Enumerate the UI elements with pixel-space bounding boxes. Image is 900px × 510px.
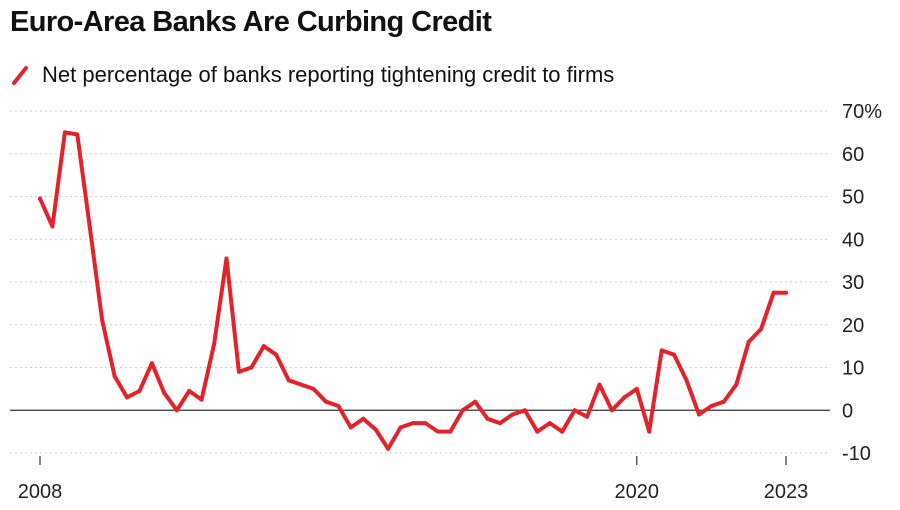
y-tick-label: 50 <box>842 187 864 209</box>
data-point <box>609 408 614 413</box>
y-tick-label: 30 <box>842 272 864 294</box>
data-point <box>373 427 378 432</box>
data-point <box>597 382 602 387</box>
y-tick-label: 40 <box>842 229 864 251</box>
data-point <box>448 429 453 434</box>
legend-label: Net percentage of banks reporting tighte… <box>42 62 615 87</box>
data-point <box>38 196 42 201</box>
data-point <box>659 348 664 353</box>
legend-swatch-icon <box>10 64 32 86</box>
data-point <box>622 395 627 400</box>
data-point <box>149 361 154 366</box>
data-point <box>547 421 552 426</box>
data-point <box>498 421 502 426</box>
data-point <box>311 386 316 391</box>
data-point <box>100 318 105 323</box>
data-point <box>75 132 80 137</box>
data-point <box>174 408 179 413</box>
data-point <box>274 352 279 357</box>
x-tick-label: 2008 <box>18 481 63 503</box>
y-tick-label: -10 <box>842 443 871 465</box>
y-tick-label: 20 <box>842 315 864 337</box>
data-point <box>684 378 689 383</box>
data-point <box>236 369 241 374</box>
data-point <box>759 327 764 331</box>
data-point <box>585 414 590 419</box>
data-point <box>522 408 527 413</box>
data-point <box>721 399 726 404</box>
data-point <box>647 429 652 434</box>
data-point <box>324 399 328 404</box>
y-tick-label: 0 <box>842 400 853 422</box>
data-point <box>510 412 515 417</box>
data-point <box>697 412 701 417</box>
series-line-tightening-credit <box>38 130 788 451</box>
data-point <box>187 389 192 393</box>
data-point <box>771 290 776 295</box>
data-point <box>746 339 751 344</box>
data-point <box>348 425 353 430</box>
data-point <box>224 256 229 261</box>
data-point <box>87 224 92 229</box>
data-point <box>212 342 217 346</box>
data-point <box>734 382 739 387</box>
data-point <box>125 395 129 400</box>
x-tick-label: 2020 <box>615 481 660 503</box>
data-point <box>62 130 67 135</box>
data-point <box>784 290 788 295</box>
y-tick-label: 10 <box>842 358 864 380</box>
data-point <box>473 399 478 404</box>
data-point <box>199 397 204 402</box>
data-point <box>137 389 142 393</box>
data-point <box>423 421 428 426</box>
data-point <box>709 404 714 408</box>
chart-title: Euro-Area Banks Are Curbing Credit <box>10 6 492 38</box>
data-point <box>535 429 540 434</box>
legend: Net percentage of banks reporting tighte… <box>10 60 614 90</box>
data-point <box>435 429 440 434</box>
data-point <box>112 374 117 379</box>
data-point <box>162 391 167 396</box>
data-point <box>361 416 366 421</box>
data-point <box>386 446 391 451</box>
y-tick-label: 60 <box>842 144 864 166</box>
data-point <box>299 382 304 387</box>
data-point <box>261 344 266 349</box>
data-point <box>398 425 403 430</box>
data-point <box>286 378 291 383</box>
data-point <box>634 386 639 391</box>
y-tick-label: 70% <box>842 101 882 123</box>
data-point <box>560 429 565 434</box>
x-tick-label: 2023 <box>764 481 809 503</box>
data-point <box>249 365 254 370</box>
data-point <box>672 352 677 357</box>
data-point <box>411 421 415 426</box>
data-point <box>572 408 577 413</box>
data-point <box>50 224 55 229</box>
data-point <box>485 416 490 421</box>
data-point <box>460 408 465 413</box>
data-point <box>336 404 341 408</box>
